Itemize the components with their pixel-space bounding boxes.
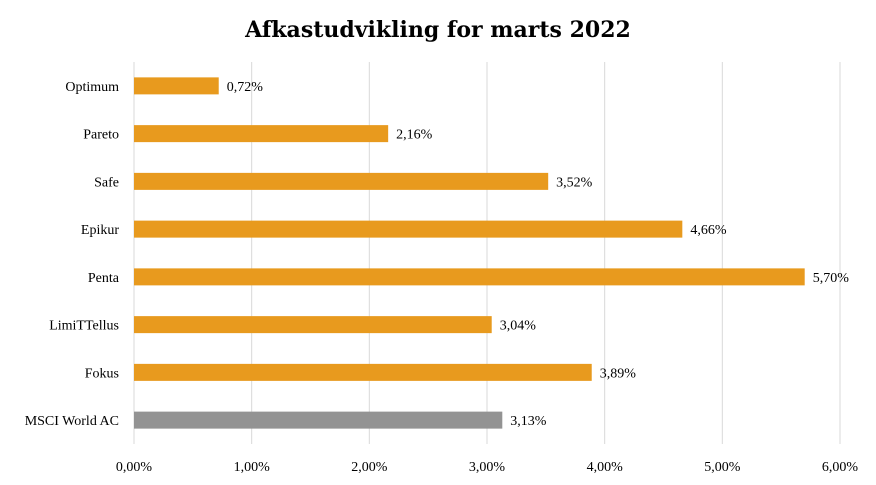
data-label: 3,89%: [600, 366, 637, 381]
x-axis-tick-labels: 0,00% 1,00% 2,00% 3,00% 4,00% 5,00% 6,00%: [116, 460, 859, 475]
x-tick-label: 6,00%: [822, 460, 859, 475]
category-label: Safe: [94, 175, 119, 190]
category-labels: Optimum Pareto Safe Epikur Penta LimiTTellus F…: [25, 80, 120, 429]
x-tick-label: 0,00%: [116, 460, 153, 475]
x-tick-label: 5,00%: [704, 460, 741, 475]
category-label: MSCI World AC: [25, 414, 119, 429]
data-label: 5,70%: [813, 271, 850, 286]
data-label: 0,72%: [227, 80, 264, 95]
gridlines: [133, 62, 841, 444]
x-tick-label: 4,00%: [587, 460, 624, 475]
data-label: 4,66%: [690, 223, 727, 238]
bar: [134, 268, 805, 286]
data-label: 3,52%: [556, 175, 593, 190]
bar: [134, 363, 592, 381]
category-label: LimiTTellus: [49, 319, 119, 334]
data-labels: 0,72% 2,16% 3,52% 4,66% 5,70% 3,04% 3,89% 3,13%: [227, 80, 849, 429]
x-tick-label: 3,00%: [469, 460, 506, 475]
data-label: 3,13%: [510, 414, 546, 429]
data-label: 2,16%: [396, 128, 433, 143]
bar: [134, 125, 389, 143]
data-label: 3,04%: [500, 319, 537, 334]
bar: [134, 411, 503, 429]
bar: [134, 77, 219, 95]
bars: [134, 77, 805, 429]
x-tick-label: 1,00%: [234, 460, 271, 475]
bar: [134, 316, 492, 334]
category-label: Fokus: [85, 366, 119, 381]
category-label: Epikur: [81, 223, 119, 238]
bar: [134, 220, 683, 238]
category-label: Penta: [88, 271, 120, 286]
bar: [134, 172, 549, 190]
category-label: Optimum: [65, 80, 119, 95]
x-tick-label: 2,00%: [351, 460, 388, 475]
chart-title: Afkastudvikling for marts 2022: [244, 17, 631, 43]
category-label: Pareto: [83, 128, 119, 143]
